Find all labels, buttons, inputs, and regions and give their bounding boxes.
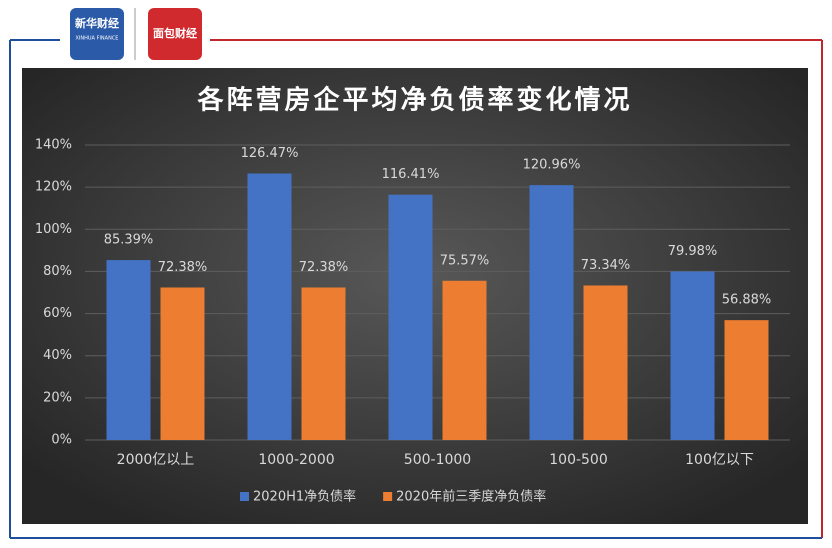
legend-label: 2020H1净负债率 — [253, 489, 356, 505]
chart: 0% 20% 40% 60% 80% 100% 120% 140% 2000亿以上 85.39% 7… — [35, 138, 790, 505]
value-label: 126.47% — [241, 146, 299, 161]
logo-left: 新华财经 XINHUA FINANCE — [70, 8, 124, 60]
value-label: 72.38% — [299, 260, 349, 275]
y-tick-label: 0% — [51, 433, 72, 448]
value-label: 79.98% — [668, 244, 718, 259]
bar — [724, 320, 769, 440]
y-tick-label: 80% — [43, 264, 72, 279]
y-tick-label: 20% — [43, 390, 72, 405]
y-tick-label: 100% — [35, 222, 72, 237]
value-label: 56.88% — [722, 293, 772, 308]
legend-swatch — [240, 492, 249, 501]
bar — [529, 185, 574, 440]
bar — [160, 287, 205, 440]
x-tick-label: 2000亿以上 — [117, 452, 195, 468]
bar — [106, 260, 151, 440]
frame — [9, 8, 823, 539]
logo-subtext: XINHUA FINANCE — [76, 36, 119, 42]
x-tick-label: 100亿以下 — [685, 452, 754, 468]
logo-text: 新华财经 — [75, 16, 119, 30]
x-tick-label: 1000-2000 — [258, 452, 334, 468]
bar — [301, 287, 346, 440]
value-label: 85.39% — [104, 233, 154, 248]
bar — [442, 280, 487, 440]
legend-label: 2020年前三季度净负债率 — [396, 489, 546, 505]
bar — [670, 271, 715, 440]
logo-right: 面包财经 — [148, 8, 202, 60]
x-tick-label: 100-500 — [549, 452, 608, 468]
value-label: 75.57% — [440, 253, 490, 268]
y-tick-label: 40% — [43, 348, 72, 363]
value-label: 73.34% — [581, 258, 631, 273]
y-tick-label: 140% — [35, 138, 72, 153]
legend-swatch — [383, 492, 393, 501]
value-label: 120.96% — [523, 158, 581, 173]
bar — [247, 173, 292, 440]
logo-text: 面包财经 — [153, 26, 197, 40]
value-label: 116.41% — [382, 167, 440, 182]
y-tick-label: 60% — [43, 306, 72, 321]
chart-title: 各阵营房企平均净负债率变化情况 — [196, 85, 632, 116]
y-tick-label: 120% — [35, 180, 72, 195]
value-label: 72.38% — [158, 260, 208, 275]
x-tick-label: 500-1000 — [404, 452, 471, 468]
bar — [583, 285, 628, 440]
bar — [388, 194, 433, 440]
